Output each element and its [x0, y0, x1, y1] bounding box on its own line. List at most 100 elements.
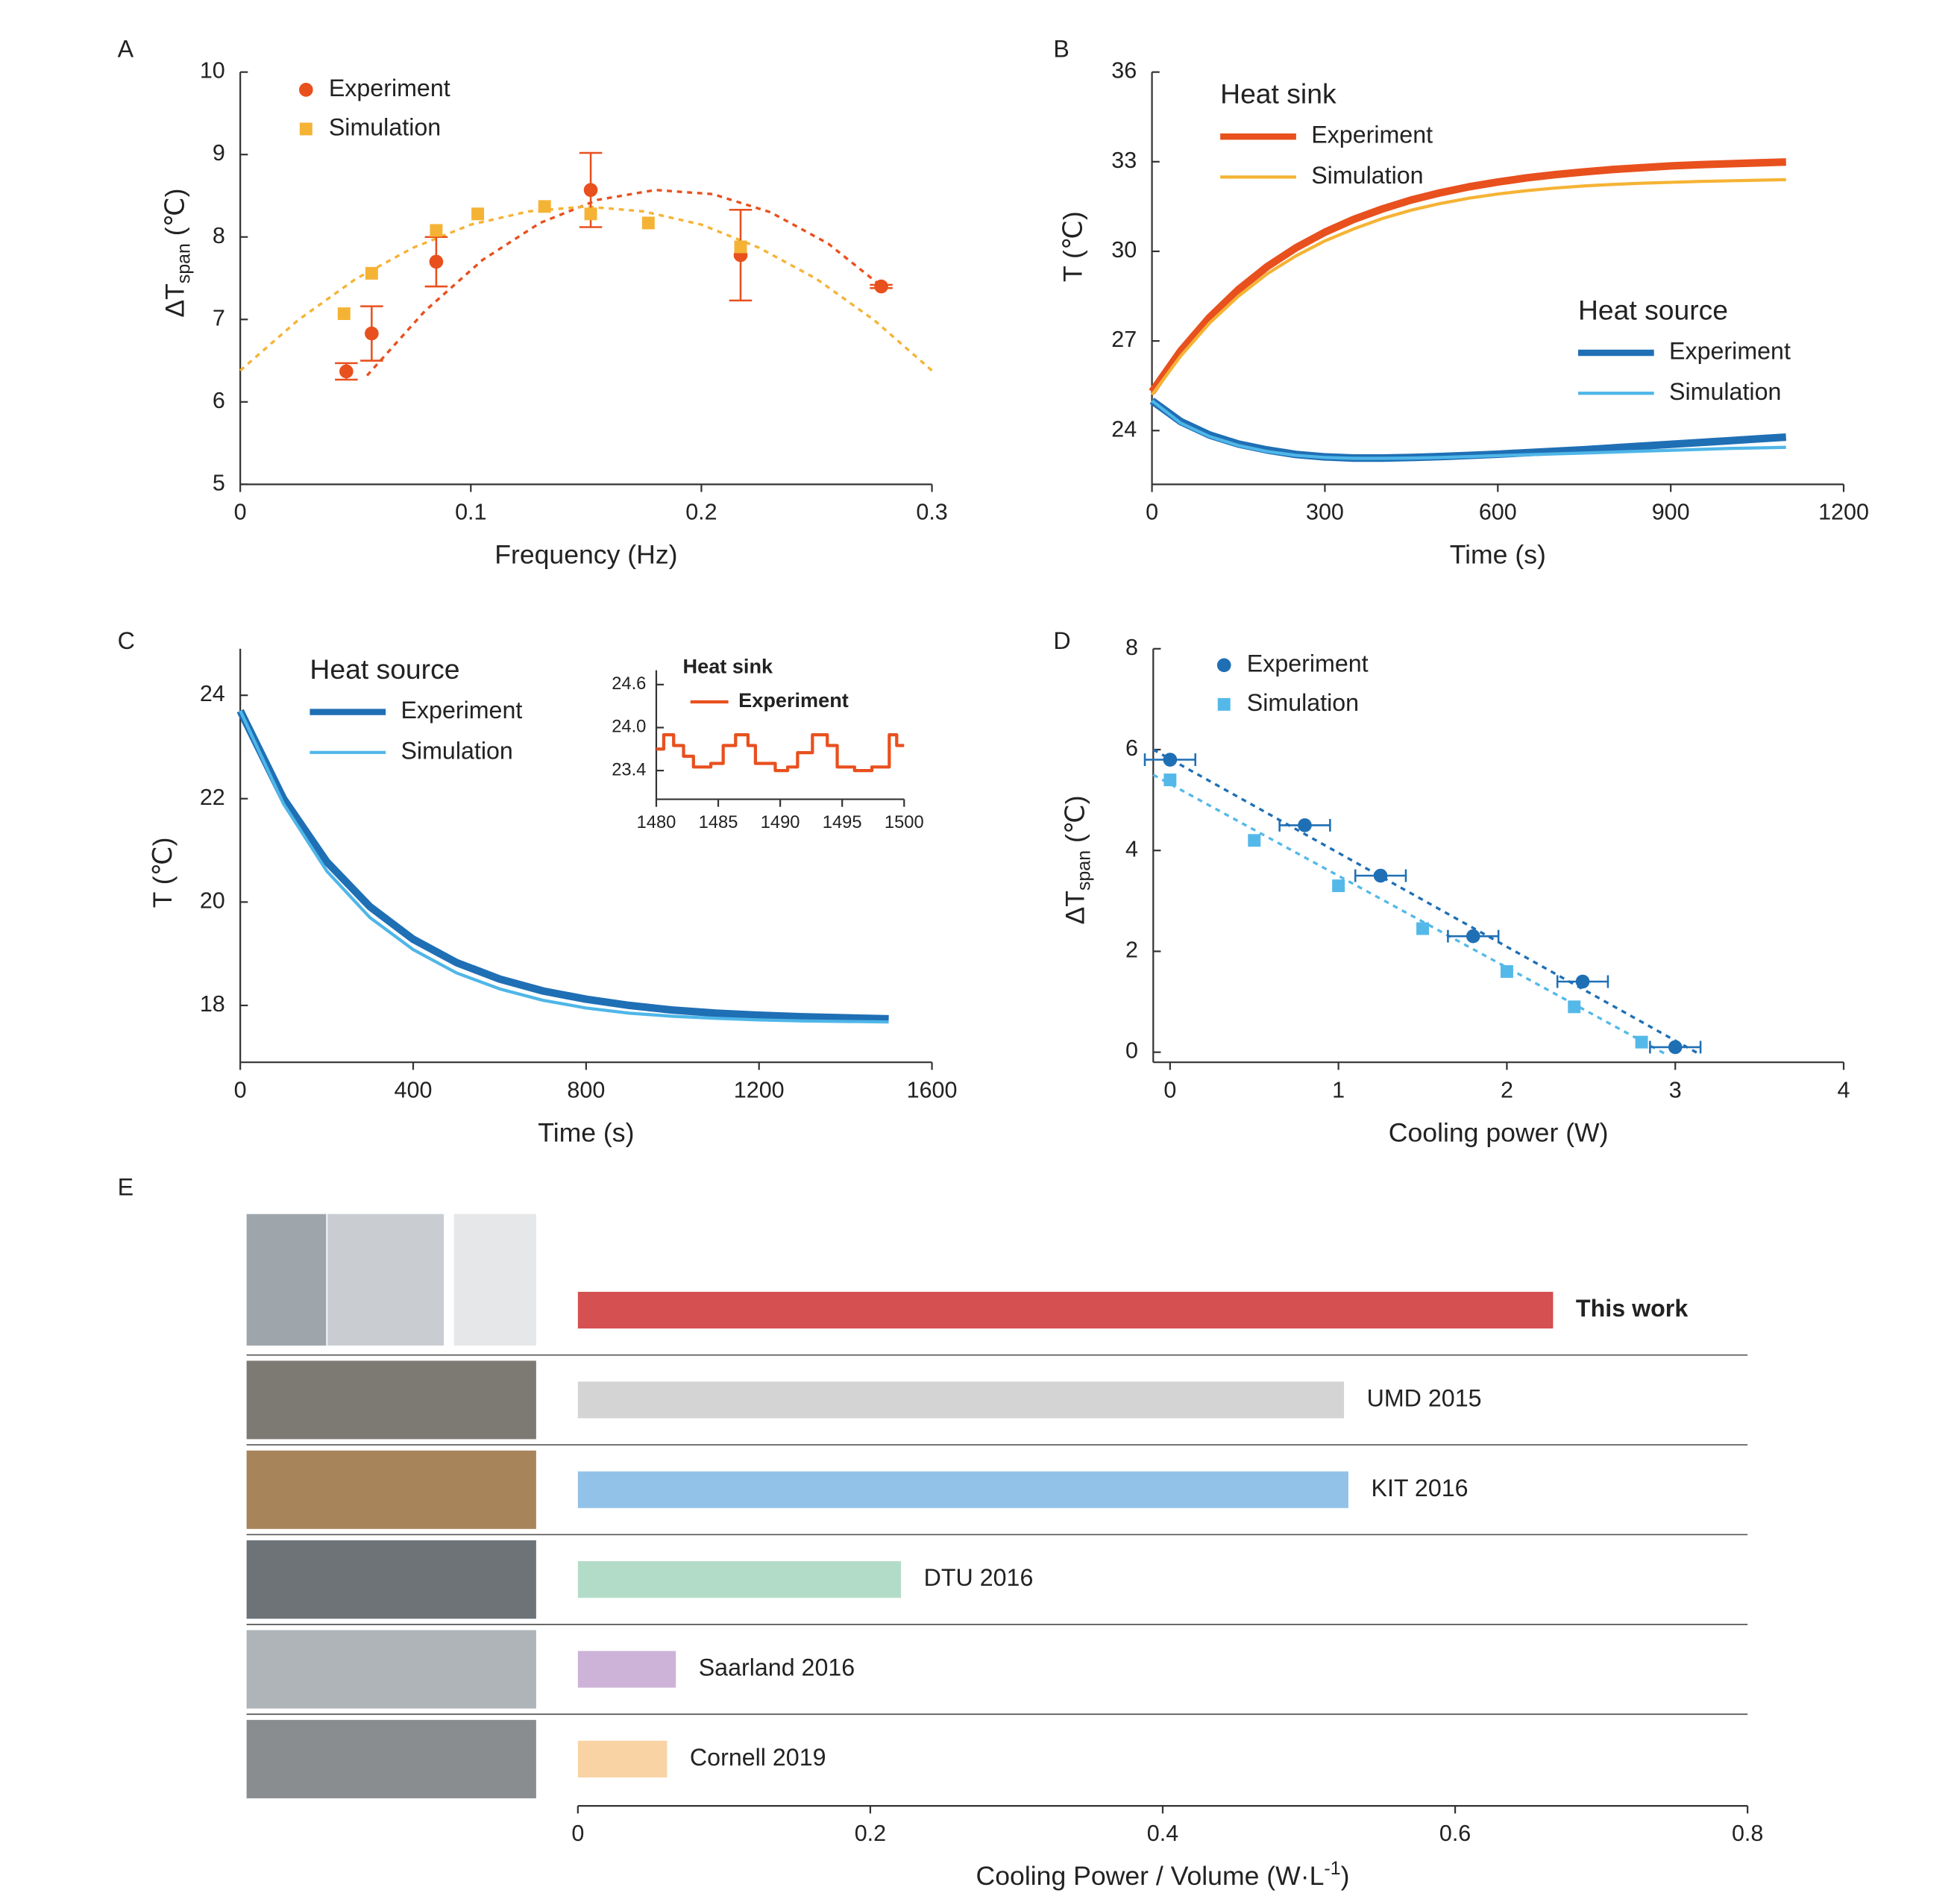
legend-label: Simulation	[1247, 689, 1359, 716]
photo	[246, 1540, 536, 1619]
axis-label: Cooling power (W)	[1389, 1117, 1609, 1147]
x-tick-label: 0	[234, 1077, 247, 1102]
legend-label: Simulation	[401, 737, 512, 764]
point	[429, 254, 444, 269]
series-line	[239, 710, 889, 1024]
x-tick-label: 0	[234, 499, 247, 524]
y-tick-label: 24.0	[612, 718, 646, 737]
legend-marker	[298, 83, 313, 97]
photo	[246, 1630, 536, 1709]
point	[365, 266, 378, 280]
y-tick-label: 18	[200, 991, 225, 1017]
series-line	[1151, 399, 1786, 460]
point	[874, 279, 888, 294]
photo	[246, 1719, 536, 1798]
axis-label: Cooling Power / Volume (W·L-1)	[976, 1857, 1350, 1891]
x-tick-label: 1	[1332, 1077, 1345, 1102]
bar	[577, 1381, 1345, 1419]
bar-label: UMD 2015	[1367, 1384, 1482, 1411]
axis-label: Frequency (Hz)	[494, 539, 677, 569]
series-line	[1150, 178, 1786, 396]
axis-label: Time (s)	[1450, 539, 1546, 569]
y-tick-label: 23.4	[612, 760, 646, 779]
point	[1163, 753, 1178, 767]
x-tick-label: 1485	[699, 813, 738, 832]
y-tick-label: 22	[200, 785, 225, 810]
point	[1500, 965, 1513, 978]
bar	[577, 1471, 1348, 1508]
panel-label: D	[1053, 627, 1070, 654]
y-tick-label: 7	[213, 305, 225, 330]
y-tick-label: 36	[1111, 58, 1137, 84]
point	[1416, 922, 1430, 935]
legend-marker	[1216, 658, 1231, 673]
point	[1332, 879, 1345, 893]
y-tick-label: 6	[213, 388, 225, 413]
y-tick-label: 24	[1111, 416, 1137, 442]
y-tick-label: 9	[213, 140, 225, 166]
point	[641, 216, 655, 230]
x-tick-label: 1600	[907, 1077, 958, 1102]
axis-label: ΔTspan (℃)	[1061, 795, 1094, 924]
photo	[327, 1214, 445, 1346]
x-tick-label: 0.3	[916, 499, 947, 524]
point	[430, 224, 443, 237]
photo	[246, 1360, 536, 1440]
y-tick-label: 0	[1125, 1038, 1138, 1064]
fit-line	[1152, 748, 1701, 1056]
y-tick-label: 10	[200, 58, 225, 84]
y-tick-label: 20	[200, 888, 225, 913]
y-tick-label: 5	[213, 470, 225, 495]
x-tick-label: 0.4	[1147, 1821, 1178, 1846]
axis-label-part: span	[1073, 850, 1094, 891]
bar-label: Saarland 2016	[699, 1654, 855, 1681]
axis-label-part: )	[1341, 1861, 1350, 1891]
legend-label: Experiment	[738, 688, 849, 712]
axis-label: T (℃)	[148, 838, 178, 908]
axis-label-part: Cooling Power / Volume (W·L	[976, 1861, 1325, 1891]
y-tick-label: 8	[213, 223, 225, 248]
axis-label-part: (℃)	[160, 189, 190, 244]
legend-title: Heat sink	[683, 654, 773, 677]
photo	[453, 1214, 536, 1346]
y-tick-label: 33	[1111, 148, 1137, 173]
x-tick-label: 300	[1306, 499, 1344, 524]
y-tick-label: 2	[1125, 938, 1138, 963]
axis-label-part: -1	[1324, 1857, 1340, 1878]
x-tick-label: 4	[1838, 1077, 1850, 1102]
x-tick-label: 600	[1479, 499, 1517, 524]
bar	[577, 1740, 668, 1777]
point	[1575, 974, 1590, 989]
legend-label: Simulation	[329, 113, 441, 140]
point	[1248, 834, 1261, 847]
axis-label: T (℃)	[1058, 211, 1088, 282]
legend-label: Simulation	[1311, 162, 1423, 189]
bar-label: DTU 2016	[924, 1564, 1034, 1591]
point	[1668, 1040, 1683, 1055]
legend-label: Experiment	[1247, 650, 1369, 677]
point	[583, 183, 598, 198]
x-tick-label: 0.8	[1732, 1821, 1763, 1846]
x-tick-label: 0	[571, 1821, 584, 1846]
x-tick-label: 0.6	[1439, 1821, 1471, 1846]
panel-label: E	[118, 1173, 134, 1200]
series-line	[1149, 158, 1786, 395]
y-tick-label: 24.6	[612, 674, 646, 694]
fit-line	[1152, 773, 1668, 1056]
bar-label: Cornell 2019	[690, 1744, 826, 1771]
photo	[246, 1214, 327, 1346]
panel-label: C	[118, 627, 135, 654]
y-tick-label: 6	[1125, 735, 1138, 761]
bar	[577, 1561, 902, 1598]
panel-label: A	[118, 35, 134, 62]
y-tick-label: 27	[1111, 327, 1137, 352]
point	[1163, 773, 1177, 787]
point	[584, 207, 597, 221]
y-tick-label: 4	[1125, 836, 1138, 861]
legend-label: Experiment	[401, 697, 522, 724]
y-tick-label: 24	[200, 681, 225, 706]
point	[1568, 1000, 1581, 1014]
legend-title: Heat source	[310, 653, 459, 685]
axis-label-part: span	[173, 243, 194, 283]
